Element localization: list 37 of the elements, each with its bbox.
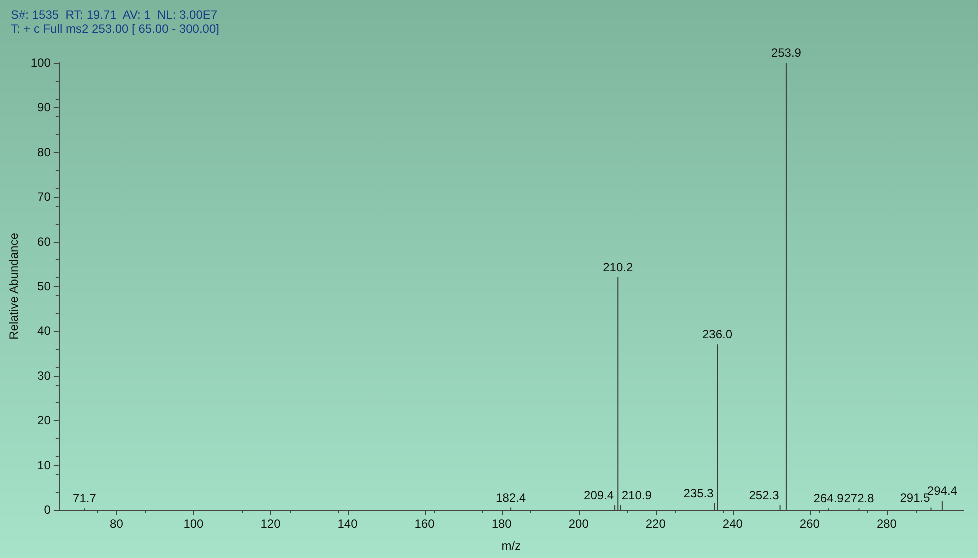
y-axis-title: Relative Abundance xyxy=(7,232,21,340)
x-tick-label: 200 xyxy=(568,517,590,531)
annotation: 71.7 xyxy=(73,492,97,506)
y-tick-label: 10 xyxy=(38,458,52,472)
x-tick-label: 240 xyxy=(722,517,744,531)
annotation: 235.3 xyxy=(684,486,714,500)
chart-title: S#: 1535 RT: 19.71 AV: 1 NL: 3.00E7 xyxy=(11,8,218,22)
annotation: 236.0 xyxy=(702,328,733,342)
y-tick-label: 20 xyxy=(38,414,52,428)
x-tick-label: 100 xyxy=(184,517,204,531)
x-tick-label: 280 xyxy=(876,517,898,531)
y-tick-label: 60 xyxy=(38,234,52,249)
y-tick-label: 80 xyxy=(38,145,52,160)
x-tick-label: 220 xyxy=(646,517,666,531)
annotation: 210.2 xyxy=(603,260,634,275)
chart-subtitle: T: + c Full ms2 253.00 [ 65.00 - 300.00] xyxy=(11,22,220,36)
y-tick-label: 0 xyxy=(44,503,52,517)
y-tick-label: 40 xyxy=(38,324,52,338)
y-tick-label: 100 xyxy=(30,56,52,70)
annotation: 252.3 xyxy=(749,488,780,503)
x-tick-label: 140 xyxy=(338,517,358,531)
annotation: 209.4 xyxy=(584,488,614,503)
x-tick-label: 80 xyxy=(110,517,124,531)
annotation: 253.9 xyxy=(771,46,802,60)
x-tick-label: 180 xyxy=(492,517,512,531)
x-axis-title: m/z xyxy=(502,539,522,553)
y-tick-label: 90 xyxy=(38,100,52,115)
y-tick-label: 50 xyxy=(38,280,52,294)
y-tick-label: 30 xyxy=(38,368,52,383)
annotation: 210.9 xyxy=(622,488,652,503)
x-tick-label: 160 xyxy=(414,517,436,531)
y-tick-label: 70 xyxy=(38,190,52,204)
x-tick-label: 120 xyxy=(260,517,282,531)
annotation: 182.4 xyxy=(496,490,526,505)
annotation: 264.9 xyxy=(814,492,844,506)
annotation: 272.8 xyxy=(844,492,875,506)
x-tick-label: 260 xyxy=(800,517,820,531)
